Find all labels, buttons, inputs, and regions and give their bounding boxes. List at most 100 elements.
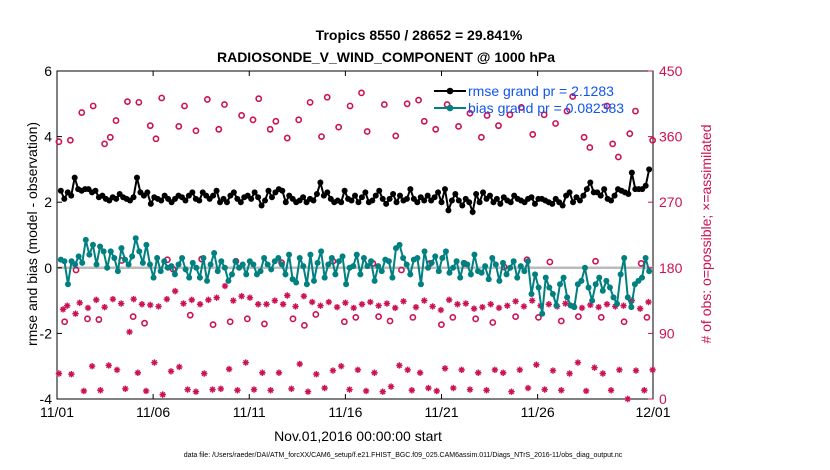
possible-obs-point (283, 134, 291, 142)
possible-obs-point (586, 144, 594, 151)
possible-obs-point (255, 95, 263, 103)
assimilated-obs-point (566, 370, 573, 377)
possible-obs-point (363, 128, 371, 135)
rmse-point (611, 192, 618, 199)
assimilated-obs-point (242, 359, 249, 366)
rmse-point (348, 197, 355, 204)
x-tick-label: 11/16 (328, 404, 362, 420)
possible-obs-point (55, 138, 63, 146)
assimilated-obs-point (524, 384, 532, 392)
y-axis-right-label: # of obs: o=possible; ×=assimilated (698, 124, 714, 343)
assimilated-obs-point (209, 386, 216, 393)
bias-point (357, 271, 364, 278)
rmse-point (258, 202, 265, 209)
bias-point (606, 284, 613, 291)
rmse-point (262, 197, 269, 204)
assimilated-obs-point (333, 303, 341, 311)
assimilated-obs-point (325, 298, 332, 306)
rmse-point (92, 187, 99, 194)
bias-point (467, 271, 474, 278)
chart-title: Tropics 8550 / 28652 = 29.841% (316, 27, 523, 43)
assimilated-obs-point (142, 387, 150, 395)
assimilated-obs-point (167, 368, 175, 375)
assimilated-obs-point (275, 369, 283, 376)
assimilated-obs-point (64, 302, 71, 309)
assimilated-obs-point (338, 363, 345, 370)
rmse-point (61, 195, 68, 202)
assimilated-obs-point (562, 300, 569, 307)
bias-point (499, 259, 506, 266)
bias-point (428, 259, 435, 266)
possible-obs-point (563, 107, 571, 115)
rmse-point (383, 200, 390, 207)
possible-obs-point (398, 266, 405, 274)
possible-obs-point (415, 96, 422, 104)
bias-point (211, 250, 218, 257)
assimilated-obs-point (317, 302, 324, 309)
bias-point (425, 264, 432, 271)
possible-obs-point (129, 313, 137, 321)
rmse-point (438, 199, 445, 206)
x-tick-label: 12/01 (635, 404, 670, 420)
rmse-point (210, 192, 217, 199)
possible-obs-point (312, 311, 320, 318)
rmse-point (196, 197, 203, 204)
assimilated-obs-point (308, 298, 316, 306)
bias-point (171, 271, 178, 278)
possible-obs-point (432, 125, 440, 133)
legend-bias-label: bias grand pr = 0.082383 (468, 100, 624, 116)
assimilated-obs-point (412, 303, 420, 311)
chart-subtitle: RADIOSONDE_V_WIND_COMPONENT @ 1000 hPa (217, 49, 555, 65)
assimilated-obs-point (59, 306, 67, 313)
bias-point (621, 254, 628, 261)
assimilated-obs-point (421, 297, 428, 304)
rmse-point (133, 174, 140, 181)
bias-point (122, 256, 129, 263)
bias-point (257, 268, 264, 275)
possible-obs-point (209, 321, 217, 329)
assimilated-obs-point (138, 301, 146, 308)
possible-obs-point (466, 109, 474, 117)
bias-point (439, 254, 446, 261)
assimilated-obs-point (425, 384, 432, 392)
possible-obs-point (540, 111, 548, 119)
rmse-point (414, 199, 421, 206)
assimilated-obs-point (429, 303, 436, 310)
bias-point (82, 236, 89, 243)
possible-obs-point (66, 136, 74, 144)
bias-point (471, 251, 478, 258)
assimilated-obs-point (329, 367, 337, 374)
bias-point (100, 248, 107, 255)
assimilated-obs-point (250, 386, 258, 393)
assimilated-obs-point (292, 303, 299, 310)
assimilated-obs-point (130, 295, 137, 303)
possible-obs-point (403, 100, 411, 108)
y-right-tick-label: 180 (659, 260, 683, 276)
assimilated-obs-point (595, 303, 602, 311)
assimilated-obs-point (55, 370, 63, 377)
bias-point (132, 235, 139, 242)
bias-point (628, 304, 635, 311)
assimilated-obs-point (171, 287, 179, 295)
bias-point (589, 297, 596, 304)
rmse-point (396, 192, 403, 199)
rmse-point (570, 199, 577, 206)
bias-point (542, 274, 549, 281)
assimilated-obs-point (450, 384, 457, 392)
rmse-point (531, 200, 538, 207)
bias-point (97, 243, 104, 250)
possible-obs-point (192, 127, 200, 135)
bias-point (175, 261, 182, 268)
assimilated-obs-point (176, 363, 183, 371)
rmse-point (144, 189, 151, 196)
assimilated-obs-point (541, 386, 548, 393)
assimilated-obs-point (396, 362, 403, 369)
bias-point (139, 259, 146, 266)
bias-point (232, 258, 239, 265)
possible-obs-point (295, 116, 303, 124)
bias-point (360, 254, 367, 261)
possible-obs-point (318, 133, 325, 140)
footer-file-path: data file: /Users/raeder/DAI/ATM_forcXX/… (184, 452, 623, 459)
assimilated-obs-point (470, 305, 478, 312)
bias-point (639, 274, 646, 281)
